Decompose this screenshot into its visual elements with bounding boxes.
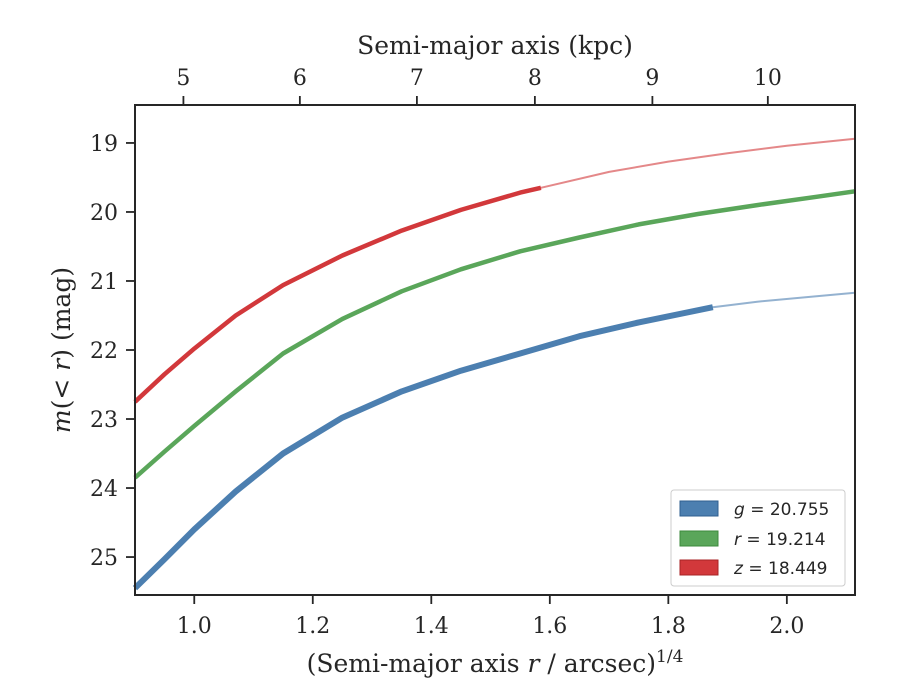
- x-tick-label: 1.0: [177, 614, 212, 639]
- series-layer: [132, 137, 856, 591]
- legend-label-z: z = 18.449: [733, 559, 827, 579]
- x-axis-title: (Semi-major axis r / arcsec)1/4: [307, 647, 684, 678]
- y-axis-title-close: ): [47, 349, 76, 359]
- x-tick-label: 1.6: [532, 614, 567, 639]
- legend-swatch-g: [679, 500, 719, 517]
- legend-label-z-var: z: [733, 559, 744, 579]
- top-x-tick-label: 8: [528, 66, 542, 91]
- y-axis-title-open: (: [47, 400, 76, 410]
- series-z-extension: [539, 137, 856, 189]
- x-tick-label: 1.2: [295, 614, 330, 639]
- y-tick-label: 25: [90, 546, 118, 571]
- legend-label-r-var: r: [734, 530, 742, 550]
- series-g-line: [132, 304, 714, 591]
- x-axis-title-mid: / arcsec): [539, 649, 656, 678]
- top-x-tick-label: 5: [176, 66, 190, 91]
- top-x-tick-label: 7: [410, 66, 424, 91]
- legend-label-g-eq: =: [745, 500, 770, 520]
- y-axis-title-r: r: [47, 357, 76, 371]
- legend-label-g: g = 20.755: [734, 500, 829, 520]
- y-tick-label: 23: [90, 408, 118, 433]
- y-axis-title-unit: (mag): [47, 267, 76, 349]
- x-axis-title-exponent: 1/4: [656, 647, 683, 667]
- top-x-tick-label: 6: [293, 66, 307, 91]
- y-tick-label: 19: [90, 132, 118, 157]
- legend-label-r-value: 19.214: [766, 530, 825, 550]
- legend-label-g-var: g: [734, 500, 745, 520]
- x-axis-title-prefix: (Semi-major axis: [307, 649, 528, 678]
- series-r-line: [133, 189, 856, 480]
- legend-label-z-value: 18.449: [768, 559, 827, 579]
- legend-label-r: r = 19.214: [734, 530, 826, 550]
- top-x-axis-title: Semi-major axis (kpc): [357, 31, 633, 60]
- x-tick-label: 1.4: [414, 614, 449, 639]
- legend-label-z-eq: =: [743, 559, 768, 579]
- legend-label-r-eq: =: [741, 530, 766, 550]
- y-tick-label: 21: [90, 270, 118, 295]
- y-tick-label: 24: [90, 477, 118, 502]
- legend-swatch-r: [679, 530, 719, 547]
- legend: g = 20.755 r = 19.214 z = 18.449: [670, 489, 846, 587]
- legend-label-g-value: 20.755: [770, 500, 829, 520]
- x-tick-label: 2.0: [769, 614, 804, 639]
- y-axis-title-var: m: [47, 409, 76, 433]
- y-axis-title-lt: <: [47, 371, 76, 400]
- x-tick-label: 1.8: [651, 614, 686, 639]
- top-x-tick-label: 10: [754, 66, 782, 91]
- y-tick-label: 22: [90, 339, 118, 364]
- y-axis-title: m(< r) (mag): [47, 267, 76, 433]
- ticks-layer: 1.0 1.2 1.4 1.6 1.8 2.0 5 6 7 8 9 10 19 20 21 22 23 24 25: [90, 66, 804, 639]
- y-tick-label: 20: [90, 201, 118, 226]
- series-z-line: [133, 185, 542, 404]
- legend-swatch-z: [679, 559, 719, 576]
- top-x-tick-label: 9: [645, 66, 659, 91]
- x-axis-title-var: r: [528, 649, 542, 678]
- series-g-extension: [711, 291, 856, 309]
